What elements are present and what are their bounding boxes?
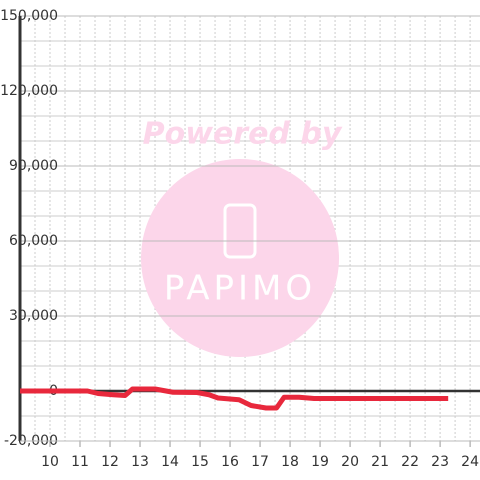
x-tick-label: 10: [41, 454, 59, 470]
x-tick-label: 15: [191, 454, 209, 470]
x-tick-label: 23: [431, 454, 449, 470]
x-tick-label: 21: [371, 454, 389, 470]
x-tick-label: 12: [101, 454, 119, 470]
x-tick-label: 19: [311, 454, 329, 470]
y-tick-label: 150,000: [0, 8, 58, 24]
y-tick-label: 90,000: [9, 158, 58, 174]
x-tick-label: 13: [131, 454, 149, 470]
y-tick-label: 120,000: [0, 83, 58, 99]
series-line: [20, 386, 449, 411]
x-tick-label: 20: [341, 454, 359, 470]
watermark-phone: [223, 203, 257, 259]
x-tick-label: 22: [401, 454, 419, 470]
y-tick-label: 60,000: [9, 233, 58, 249]
x-tick-label: 18: [281, 454, 299, 470]
watermark: Powered by PAPIMO: [141, 117, 343, 357]
x-tick-label: 16: [221, 454, 239, 470]
x-tick-label: 17: [251, 454, 269, 470]
x-tick-label: 24: [461, 454, 479, 470]
y-tick-label: 30,000: [9, 308, 58, 324]
watermark-logo: PAPIMO: [164, 269, 316, 309]
watermark-text: Powered by: [143, 117, 343, 152]
x-tick-label: 11: [71, 454, 89, 470]
x-tick-label: 14: [161, 454, 179, 470]
